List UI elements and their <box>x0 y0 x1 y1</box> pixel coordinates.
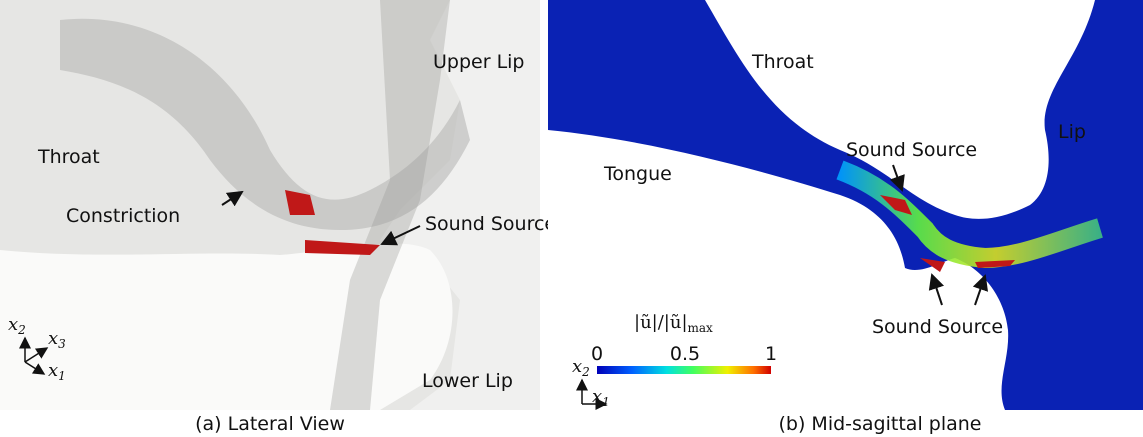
colorbar <box>597 366 771 374</box>
lateral-view: Upper Lip Throat Constriction Sound Sour… <box>0 0 556 435</box>
label: Lower Lip <box>422 370 513 392</box>
mid-sagittal-view: Throat Lip Tongue Sound Source Sound Sou… <box>548 0 1143 435</box>
label: Tongue <box>603 163 672 185</box>
caption: (b) Mid-sagittal plane <box>779 413 982 435</box>
label: Constriction <box>66 205 180 227</box>
label: Sound Source <box>872 316 1003 338</box>
label: Sound Source <box>425 213 556 235</box>
label: Throat <box>37 146 100 168</box>
label: Sound Source <box>846 139 977 161</box>
figure: Upper Lip Throat Constriction Sound Sour… <box>0 0 1143 437</box>
colorbar-tick: 0.5 <box>670 343 700 365</box>
label: Lip <box>1058 121 1086 143</box>
colorbar-tick: 1 <box>765 343 777 365</box>
caption: (a) Lateral View <box>195 413 345 435</box>
label: Throat <box>751 51 814 73</box>
label: Upper Lip <box>433 51 525 73</box>
colorbar-tick: 0 <box>591 343 603 365</box>
